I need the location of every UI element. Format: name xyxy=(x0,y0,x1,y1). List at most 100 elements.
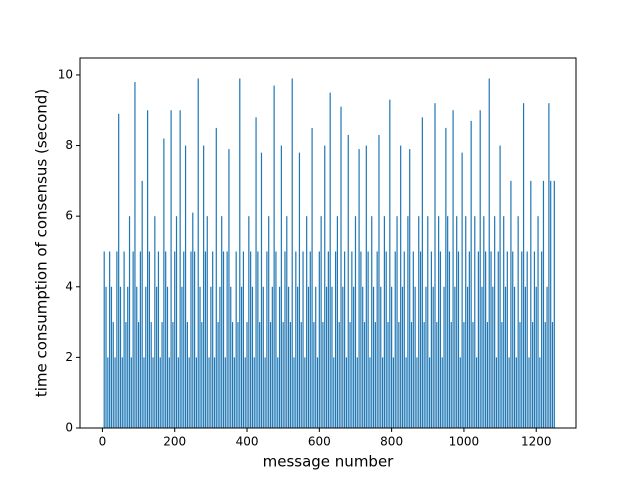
bar xyxy=(237,322,239,428)
bar xyxy=(329,92,331,428)
bar xyxy=(345,357,348,428)
x-tick-label: 600 xyxy=(308,435,331,449)
bar xyxy=(145,286,147,428)
bar xyxy=(154,216,156,428)
bar xyxy=(363,322,366,428)
bar xyxy=(409,149,411,429)
bar xyxy=(123,251,125,428)
bar xyxy=(391,286,393,428)
plot-frame xyxy=(79,57,577,429)
bar xyxy=(127,286,129,428)
bar xyxy=(495,357,498,428)
bar xyxy=(439,251,442,428)
bar xyxy=(416,357,418,428)
bar xyxy=(367,251,369,428)
bar xyxy=(278,286,281,428)
bar xyxy=(233,357,235,428)
bar xyxy=(286,216,288,428)
bar xyxy=(206,216,208,428)
bar xyxy=(418,216,420,428)
bar xyxy=(315,286,317,428)
bar xyxy=(522,103,525,428)
bar xyxy=(239,78,241,428)
bar xyxy=(262,286,264,428)
bar xyxy=(197,78,199,428)
bar xyxy=(447,216,449,428)
bar xyxy=(465,216,467,428)
bar xyxy=(524,286,526,428)
bar xyxy=(322,322,324,428)
bar xyxy=(508,357,510,428)
bar xyxy=(295,251,297,428)
bar xyxy=(468,251,470,428)
bar xyxy=(365,145,367,428)
bar xyxy=(175,216,178,428)
bar xyxy=(443,286,445,428)
bar xyxy=(166,286,169,428)
bar xyxy=(485,251,487,428)
bar xyxy=(273,85,275,428)
bar xyxy=(479,110,481,429)
bar xyxy=(542,180,545,428)
bar xyxy=(513,286,516,428)
bar xyxy=(385,251,387,428)
bar xyxy=(103,251,105,428)
bar xyxy=(327,251,329,428)
bar xyxy=(445,127,447,429)
x-tick-label: 800 xyxy=(380,435,403,449)
bar xyxy=(248,216,250,428)
bar xyxy=(452,110,454,429)
bar xyxy=(519,322,521,428)
bar xyxy=(293,357,295,428)
bar xyxy=(194,251,196,428)
bar xyxy=(553,180,555,428)
bar xyxy=(250,251,252,428)
bar xyxy=(275,251,277,428)
bar xyxy=(141,180,143,428)
bar xyxy=(344,251,346,428)
bar xyxy=(331,286,333,428)
bar xyxy=(132,251,134,428)
bar xyxy=(203,145,205,428)
bar xyxy=(244,357,246,428)
bar xyxy=(387,322,389,428)
bar xyxy=(121,357,123,428)
bar xyxy=(421,117,423,428)
bar xyxy=(336,216,338,428)
bar xyxy=(163,138,165,428)
bar xyxy=(217,322,219,428)
bar xyxy=(394,251,396,428)
bar xyxy=(260,152,263,428)
bar xyxy=(235,251,237,428)
bar xyxy=(463,322,465,428)
bar xyxy=(139,251,141,428)
bar xyxy=(492,286,494,428)
bar xyxy=(486,322,489,428)
bar xyxy=(190,251,192,428)
x-axis-label: message number xyxy=(263,453,395,471)
bar xyxy=(130,357,132,428)
bar xyxy=(378,134,380,429)
bar xyxy=(226,251,228,428)
y-tick-label: 0 xyxy=(65,421,73,435)
y-tick-label: 10 xyxy=(58,67,73,81)
bar xyxy=(204,251,207,428)
bar xyxy=(474,216,476,428)
bar xyxy=(425,286,427,428)
bar xyxy=(432,286,434,428)
bar xyxy=(168,357,170,428)
x-tick-label: 0 xyxy=(99,435,107,449)
bar xyxy=(134,82,136,429)
bar xyxy=(222,251,225,428)
bar xyxy=(490,251,492,428)
bar xyxy=(427,216,429,428)
bar xyxy=(325,286,328,428)
bar xyxy=(170,110,172,429)
bar xyxy=(528,357,530,428)
bar xyxy=(362,286,364,428)
bar xyxy=(448,251,451,428)
bar xyxy=(475,357,478,428)
bar xyxy=(428,357,431,428)
